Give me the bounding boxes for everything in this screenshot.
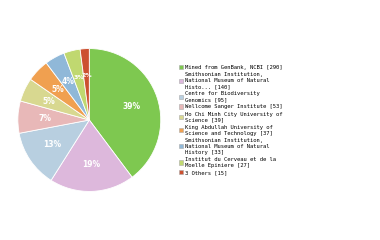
Wedge shape [80, 48, 89, 120]
Wedge shape [19, 120, 89, 180]
Text: 7%: 7% [38, 114, 52, 123]
Wedge shape [21, 79, 89, 120]
Text: 39%: 39% [122, 102, 140, 111]
Text: 13%: 13% [44, 140, 62, 149]
Wedge shape [30, 63, 89, 120]
Wedge shape [64, 49, 89, 120]
Wedge shape [18, 101, 89, 133]
Text: 19%: 19% [82, 160, 100, 169]
Text: 5%: 5% [43, 97, 55, 106]
Text: 2%: 2% [81, 73, 92, 78]
Text: 4%: 4% [62, 77, 74, 86]
Text: 3%: 3% [73, 75, 84, 79]
Wedge shape [51, 120, 132, 192]
Wedge shape [46, 53, 89, 120]
Text: 5%: 5% [51, 85, 64, 94]
Legend: Mined from GenBank, NCBI [290], Smithsonian Institution,
National Museum of Natu: Mined from GenBank, NCBI [290], Smithson… [179, 65, 283, 175]
Wedge shape [89, 48, 161, 177]
